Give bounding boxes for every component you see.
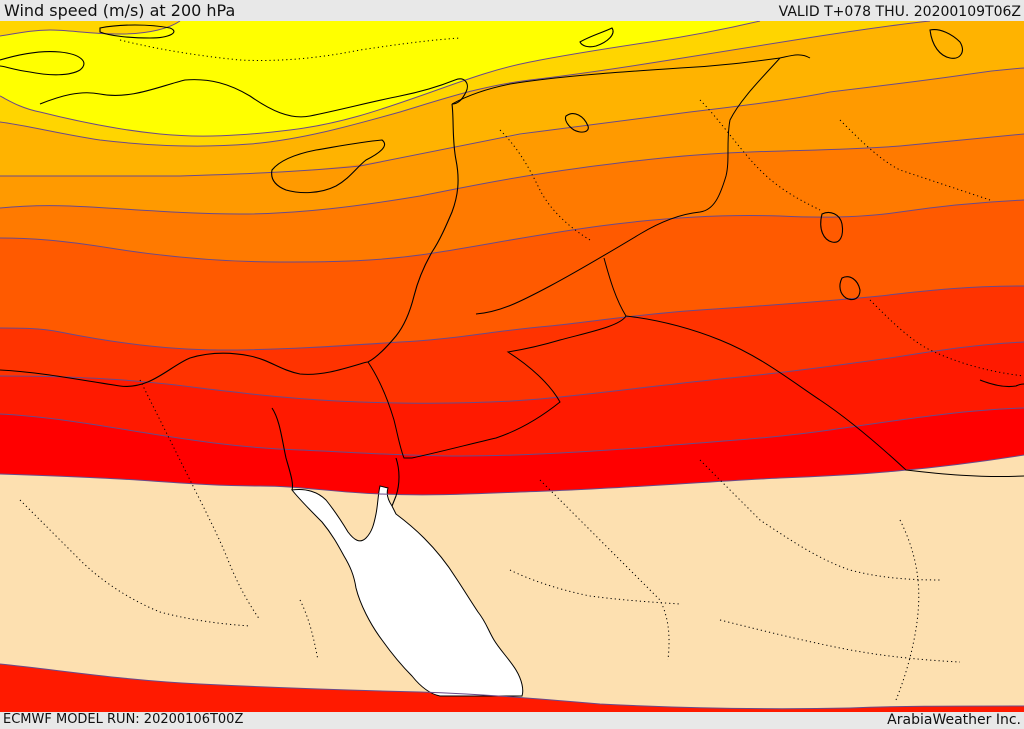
red-sea (291, 485, 524, 697)
credit-label: ArabiaWeather Inc. (887, 712, 1021, 728)
map-canvas (0, 21, 1024, 712)
map-title: Wind speed (m/s) at 200 hPa (4, 1, 236, 20)
footer-bar: ECMWF MODEL RUN: 20200106T00Z ArabiaWeat… (0, 712, 1024, 729)
valid-time: VALID T+078 THU. 20200109T06Z (778, 4, 1021, 20)
band-red-south (0, 664, 1024, 712)
coastlines (0, 24, 1024, 507)
wind-speed-map (0, 21, 1024, 712)
band-yellow (0, 21, 760, 137)
wind-contours (0, 21, 1024, 710)
regional-borders (19, 37, 1024, 701)
model-run-label: ECMWF MODEL RUN: 20200106T00Z (3, 712, 244, 727)
header-bar: Wind speed (m/s) at 200 hPa VALID T+078 … (0, 0, 1024, 21)
national-borders (367, 54, 1024, 478)
